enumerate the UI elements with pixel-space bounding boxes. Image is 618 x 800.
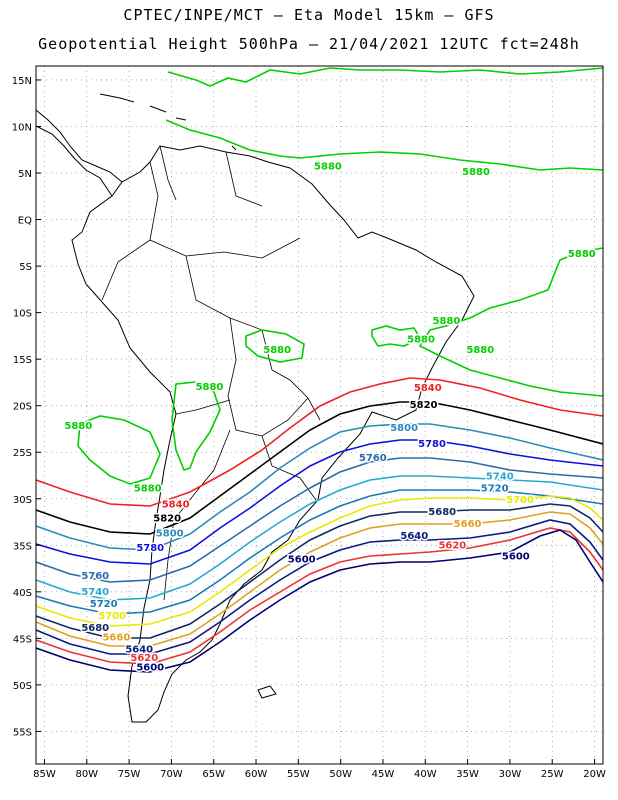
contour-label-5880: 5880 xyxy=(196,382,224,393)
map-title-line-1: CPTEC/INPE/MCT – Eta Model 15km – GFS xyxy=(123,6,495,24)
contour-label-5740: 5740 xyxy=(486,471,514,482)
lat-tick-label: 10S xyxy=(13,309,32,320)
contour-label-5800: 5800 xyxy=(390,423,418,434)
contour-label-5700: 5700 xyxy=(98,611,126,622)
contour-label-5740: 5740 xyxy=(81,587,109,598)
lon-tick-label: 40W xyxy=(414,769,437,780)
contour-label-5620: 5620 xyxy=(438,540,466,551)
lat-tick-label: 20S xyxy=(13,402,32,413)
contour-label-5760: 5760 xyxy=(359,453,387,464)
contour-label-5800: 5800 xyxy=(156,528,184,539)
contour-label-5840: 5840 xyxy=(162,499,190,510)
contour-5880-east xyxy=(418,247,603,397)
lon-tick-label: 45W xyxy=(372,769,395,780)
lat-tick-label: 15S xyxy=(13,355,32,366)
contour-5820 xyxy=(36,401,603,535)
contour-label-5600: 5600 xyxy=(136,662,164,673)
lat-tick-label: 45S xyxy=(13,634,32,645)
lon-tick-label: 20W xyxy=(583,769,606,780)
contour-5600 xyxy=(36,529,603,673)
contour-5880-andes xyxy=(171,381,221,471)
lon-tick-label: 50W xyxy=(329,769,352,780)
lat-tick-label: 5N xyxy=(18,169,32,180)
contour-label-5780: 5780 xyxy=(418,439,446,450)
contour-label-5600: 5600 xyxy=(502,552,530,563)
contour-5720 xyxy=(36,489,603,615)
contour-5760 xyxy=(36,457,603,583)
contour-label-5820: 5820 xyxy=(153,513,181,524)
lat-tick-label: 40S xyxy=(13,588,32,599)
contour-5640 xyxy=(36,519,603,655)
contour-label-5880: 5880 xyxy=(134,484,162,495)
contour-label-5840: 5840 xyxy=(414,383,442,394)
contour-label-5660: 5660 xyxy=(454,519,482,530)
falkland-islands xyxy=(257,685,277,699)
contour-label-5720: 5720 xyxy=(90,599,118,610)
contour-5780 xyxy=(36,439,603,565)
lon-tick-label: 65W xyxy=(202,769,225,780)
contour-5840 xyxy=(36,377,603,507)
contour-label-5640: 5640 xyxy=(125,645,153,656)
contour-5620 xyxy=(36,527,603,665)
lat-tick-label: 10N xyxy=(12,122,32,133)
contour-5680 xyxy=(36,503,603,639)
contour-label-5880: 5880 xyxy=(314,162,342,173)
contour-label-5880: 5880 xyxy=(466,345,494,356)
caribbean-islands xyxy=(99,93,237,151)
lat-tick-label: 35S xyxy=(13,541,32,552)
contour-5700 xyxy=(36,495,603,627)
contour-label-5780: 5780 xyxy=(136,543,164,554)
lon-tick-label: 55W xyxy=(287,769,310,780)
lat-tick-label: EQ xyxy=(18,216,32,227)
contour-lines xyxy=(36,67,603,673)
lat-tick-label: 30S xyxy=(13,495,32,506)
contour-label-5880: 5880 xyxy=(263,345,291,356)
contour-5800 xyxy=(36,423,603,551)
contour-label-5880: 5880 xyxy=(568,249,596,260)
contour-label-5680: 5680 xyxy=(81,623,109,634)
lat-tick-label: 25S xyxy=(13,448,32,459)
lon-tick-label: 60W xyxy=(245,769,268,780)
country-borders xyxy=(101,145,321,601)
lon-tick-label: 35W xyxy=(456,769,479,780)
contour-5880-bolivia xyxy=(245,329,305,363)
lon-tick-label: 70W xyxy=(160,769,183,780)
lon-tick-label: 75W xyxy=(118,769,141,780)
contour-5880-pacific xyxy=(77,415,161,485)
contour-label-5620: 5620 xyxy=(130,653,158,664)
axis-ticks: 15N 10N 5N EQ 5S 10S 15S 20S 25S 30S 35S 40S 45S 50S 5… xyxy=(12,76,606,780)
lat-tick-label: 5S xyxy=(19,262,32,273)
map-title-line-2: Geopotential Height 500hPa – 21/04/2021 … xyxy=(38,35,580,53)
lon-tick-label: 25W xyxy=(541,769,564,780)
contour-label-5720: 5720 xyxy=(481,484,509,495)
contour-label-5760: 5760 xyxy=(81,571,109,582)
contour-label-5820: 5820 xyxy=(410,400,438,411)
contour-label-5880: 5880 xyxy=(64,421,92,432)
contour-label-5600: 5600 xyxy=(288,554,316,565)
lon-tick-label: 80W xyxy=(75,769,98,780)
map-frame xyxy=(35,65,604,765)
contour-5880-north xyxy=(165,67,603,171)
contour-label-5640: 5640 xyxy=(400,531,428,542)
lon-tick-label: 85W xyxy=(33,769,56,780)
lon-tick-label: 30W xyxy=(499,769,522,780)
contour-5660 xyxy=(36,511,603,647)
contour-label-5700: 5700 xyxy=(506,495,534,506)
contour-label-5660: 5660 xyxy=(102,632,130,643)
contour-label-5880: 5880 xyxy=(462,167,490,178)
contour-label-5880: 5880 xyxy=(407,335,435,346)
lat-tick-label: 55S xyxy=(13,727,32,738)
central-america-coastline xyxy=(36,109,123,197)
contour-labels: 5880 5880 5880 5880 5880 5880 5880 5880 5880 5880… xyxy=(63,160,597,675)
contour-5880-brazil-east xyxy=(371,325,422,347)
contour-label-5680: 5680 xyxy=(428,507,456,518)
lat-tick-label: 15N xyxy=(12,76,32,87)
contour-5740 xyxy=(36,475,603,601)
lat-tick-label: 50S xyxy=(13,681,32,692)
contour-label-5880: 5880 xyxy=(433,316,461,327)
